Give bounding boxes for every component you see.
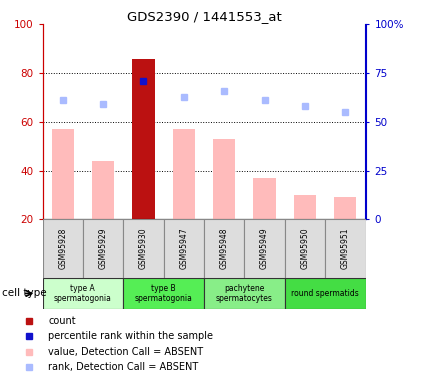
Text: type B
spermatogonia: type B spermatogonia: [135, 284, 193, 303]
Text: value, Detection Call = ABSENT: value, Detection Call = ABSENT: [48, 347, 204, 357]
Text: percentile rank within the sample: percentile rank within the sample: [48, 332, 213, 341]
Text: rank, Detection Call = ABSENT: rank, Detection Call = ABSENT: [48, 362, 198, 372]
Bar: [204, 219, 244, 278]
Text: type A
spermatogonia: type A spermatogonia: [54, 284, 112, 303]
Bar: [132, 58, 155, 219]
Bar: [285, 219, 325, 278]
Bar: [173, 129, 195, 219]
Text: GSM95928: GSM95928: [58, 228, 67, 269]
Bar: [123, 278, 204, 309]
Bar: [42, 219, 83, 278]
Text: GSM95929: GSM95929: [99, 228, 108, 269]
Title: GDS2390 / 1441553_at: GDS2390 / 1441553_at: [127, 10, 281, 23]
Bar: [204, 278, 285, 309]
Bar: [92, 161, 114, 219]
Text: pachytene
spermatocytes: pachytene spermatocytes: [216, 284, 273, 303]
Text: GSM95950: GSM95950: [300, 228, 309, 269]
Bar: [42, 278, 123, 309]
Text: GSM95948: GSM95948: [220, 228, 229, 269]
Text: count: count: [48, 316, 76, 326]
Bar: [285, 278, 366, 309]
Bar: [325, 219, 366, 278]
Text: GSM95949: GSM95949: [260, 228, 269, 269]
Text: round spermatids: round spermatids: [291, 289, 359, 298]
Bar: [123, 219, 164, 278]
Bar: [83, 219, 123, 278]
Bar: [253, 178, 276, 219]
Bar: [164, 219, 204, 278]
Bar: [244, 219, 285, 278]
Bar: [213, 139, 235, 219]
Text: GSM95930: GSM95930: [139, 228, 148, 269]
Bar: [334, 197, 357, 219]
Bar: [51, 129, 74, 219]
Text: GSM95951: GSM95951: [341, 228, 350, 269]
Text: cell type: cell type: [2, 288, 47, 298]
Bar: [294, 195, 316, 219]
Text: GSM95947: GSM95947: [179, 228, 188, 269]
